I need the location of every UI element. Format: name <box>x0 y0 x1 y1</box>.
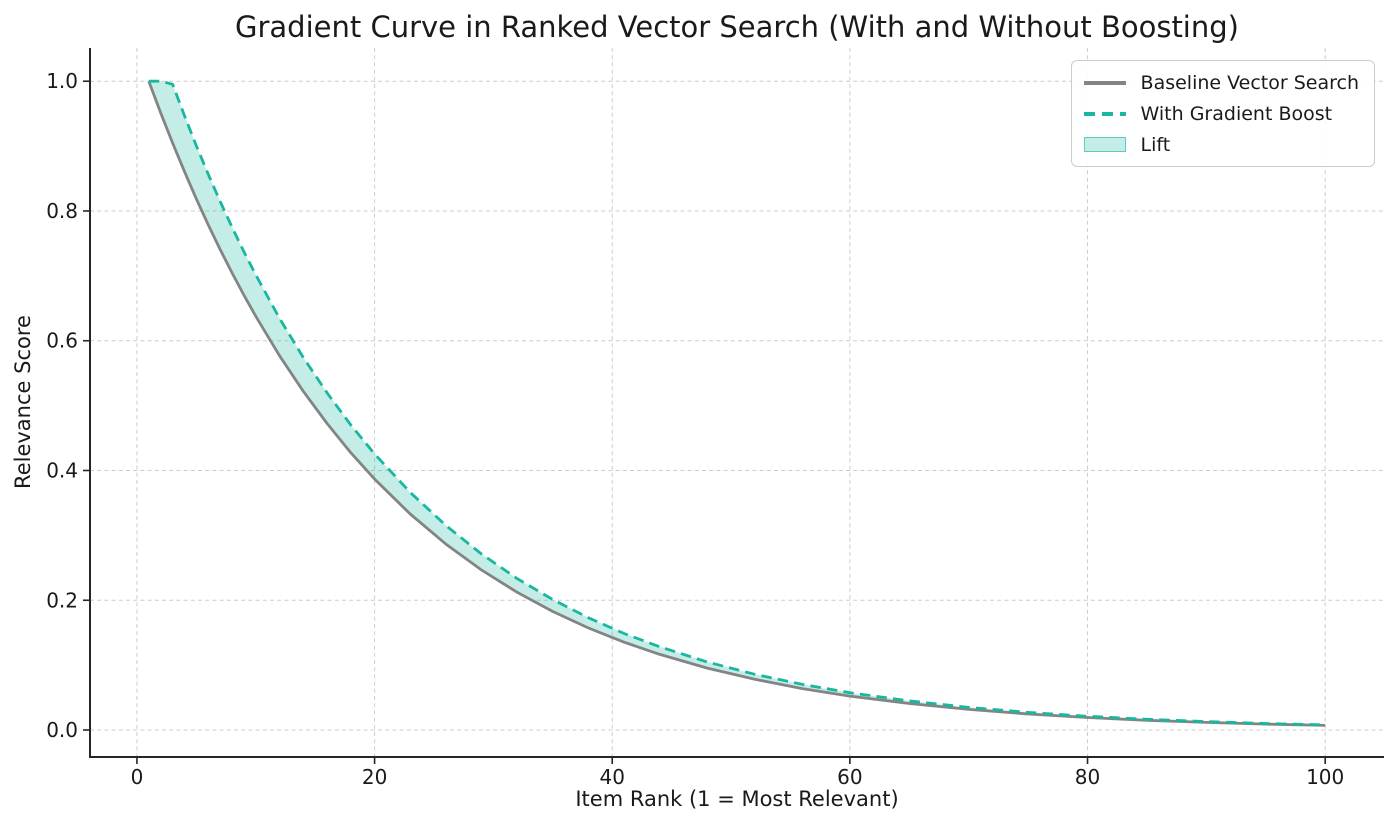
legend-item-baseline: Baseline Vector Search <box>1083 70 1359 95</box>
y-tick-label: 0.6 <box>46 329 78 353</box>
chart-title: Gradient Curve in Ranked Vector Search (… <box>235 10 1239 44</box>
boost-dashed-line-swatch-icon <box>1083 111 1126 116</box>
y-tick-label: 0.8 <box>46 199 78 223</box>
x-tick-labels: 0 20 40 60 80 100 <box>131 765 1345 789</box>
x-tick-label: 80 <box>1075 765 1100 789</box>
legend-item-lift: Lift <box>1083 132 1359 157</box>
y-axis-label: Relevance Score <box>11 315 35 489</box>
x-tick-label: 40 <box>600 765 625 789</box>
legend-label-lift: Lift <box>1140 133 1171 156</box>
lift-fill-swatch-icon <box>1083 137 1126 152</box>
x-tick-label: 100 <box>1306 765 1344 789</box>
legend-label-boost: With Gradient Boost <box>1140 102 1333 125</box>
x-tick-label: 60 <box>837 765 862 789</box>
x-tick-label: 0 <box>131 765 144 789</box>
boost-series-line <box>148 79 1326 727</box>
y-tick-labels: 0.0 0.2 0.4 0.6 0.8 1.0 <box>46 69 78 742</box>
legend-item-boost: With Gradient Boost <box>1083 101 1359 126</box>
baseline-series-line <box>147 80 1326 727</box>
lift-fill-area <box>148 81 1326 726</box>
y-tick-label: 0.2 <box>46 588 78 612</box>
y-tick-label: 0.0 <box>46 718 78 742</box>
baseline-line-swatch-icon <box>1083 80 1126 85</box>
axis-ticks <box>83 80 1326 764</box>
axis-spines <box>89 48 1384 758</box>
y-tick-label: 0.4 <box>46 458 78 482</box>
x-tick-label: 20 <box>362 765 387 789</box>
x-axis-label: Item Rank (1 = Most Relevant) <box>575 787 898 811</box>
y-tick-label: 1.0 <box>46 69 78 93</box>
legend: Baseline Vector Search With Gradient Boo… <box>1070 60 1375 167</box>
legend-label-baseline: Baseline Vector Search <box>1140 71 1359 94</box>
